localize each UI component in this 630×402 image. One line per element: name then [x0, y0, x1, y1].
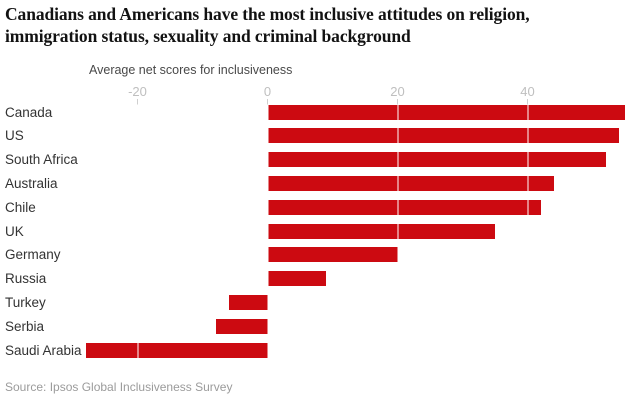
gridline: [396, 104, 399, 359]
country-label: Germany: [5, 247, 61, 263]
country-label: US: [5, 128, 24, 144]
country-label: Serbia: [5, 318, 45, 334]
bar: [267, 104, 625, 120]
x-axis-tick-mark: [527, 99, 528, 105]
country-label: Chile: [5, 199, 36, 215]
bar: [267, 152, 606, 168]
chart-subtitle: Average net scores for inclusiveness: [89, 63, 293, 77]
bar: [267, 223, 495, 239]
bar: [267, 128, 619, 144]
bar: [267, 271, 326, 287]
bar: [85, 342, 268, 358]
gridline: [526, 104, 529, 359]
country-label: Russia: [5, 271, 47, 287]
bar: [228, 294, 268, 310]
source-note: Source: Ipsos Global Inclusiveness Surve…: [5, 380, 233, 394]
gridline: [266, 104, 269, 359]
country-label: South Africa: [5, 152, 78, 168]
country-label: UK: [5, 223, 24, 239]
bar: [215, 318, 268, 334]
x-axis-tick-mark: [267, 99, 268, 105]
bar: [267, 175, 554, 191]
x-axis-tick-label: 40: [520, 84, 535, 99]
country-label: Saudi Arabia: [5, 342, 82, 358]
chart-title: Canadians and Americans have the most in…: [5, 4, 530, 46]
x-axis-tick-mark: [397, 99, 398, 105]
x-axis-tick-label: 0: [263, 84, 272, 99]
country-label: Australia: [5, 175, 58, 191]
country-label: Turkey: [5, 294, 46, 310]
x-axis-tick-label: -20: [128, 84, 147, 99]
country-label: Canada: [5, 104, 53, 120]
gridline: [136, 104, 139, 359]
x-axis-tick-mark: [137, 99, 138, 105]
x-axis-tick-label: 20: [390, 84, 405, 99]
bar: [267, 199, 541, 215]
bar: [267, 247, 398, 263]
